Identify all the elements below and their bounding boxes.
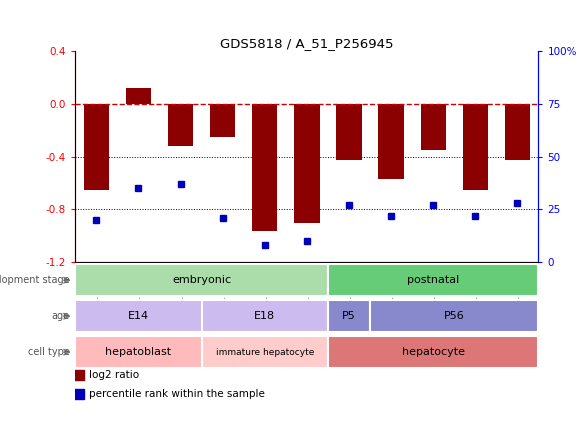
Title: GDS5818 / A_51_P256945: GDS5818 / A_51_P256945 — [220, 37, 394, 49]
Bar — [201, 336, 328, 368]
Text: E18: E18 — [254, 311, 276, 321]
Bar — [210, 104, 235, 137]
Bar — [294, 104, 320, 222]
Bar — [505, 104, 530, 160]
Text: age: age — [52, 311, 69, 321]
Bar — [252, 104, 277, 231]
Text: hepatocyte: hepatocyte — [402, 347, 465, 357]
Text: percentile rank within the sample: percentile rank within the sample — [89, 390, 265, 399]
Bar — [336, 104, 362, 160]
Bar — [75, 300, 201, 332]
Bar — [75, 336, 201, 368]
Text: development stage: development stage — [0, 275, 69, 285]
Text: log2 ratio: log2 ratio — [89, 371, 140, 380]
Bar — [328, 300, 370, 332]
Text: P56: P56 — [444, 311, 464, 321]
Text: cell type: cell type — [28, 347, 69, 357]
Bar — [463, 104, 488, 190]
Text: postnatal: postnatal — [407, 275, 459, 285]
Text: hepatoblast: hepatoblast — [105, 347, 171, 357]
Bar — [126, 88, 151, 104]
Text: embryonic: embryonic — [172, 275, 231, 285]
Bar — [370, 300, 538, 332]
Bar — [201, 300, 328, 332]
Bar — [168, 104, 193, 146]
Text: P5: P5 — [342, 311, 356, 321]
Text: E14: E14 — [128, 311, 149, 321]
Bar — [75, 264, 328, 297]
Bar — [84, 104, 109, 190]
Bar — [420, 104, 446, 150]
Bar — [379, 104, 404, 179]
Bar — [328, 264, 538, 297]
Bar — [328, 336, 538, 368]
Text: immature hepatocyte: immature hepatocyte — [215, 348, 314, 357]
